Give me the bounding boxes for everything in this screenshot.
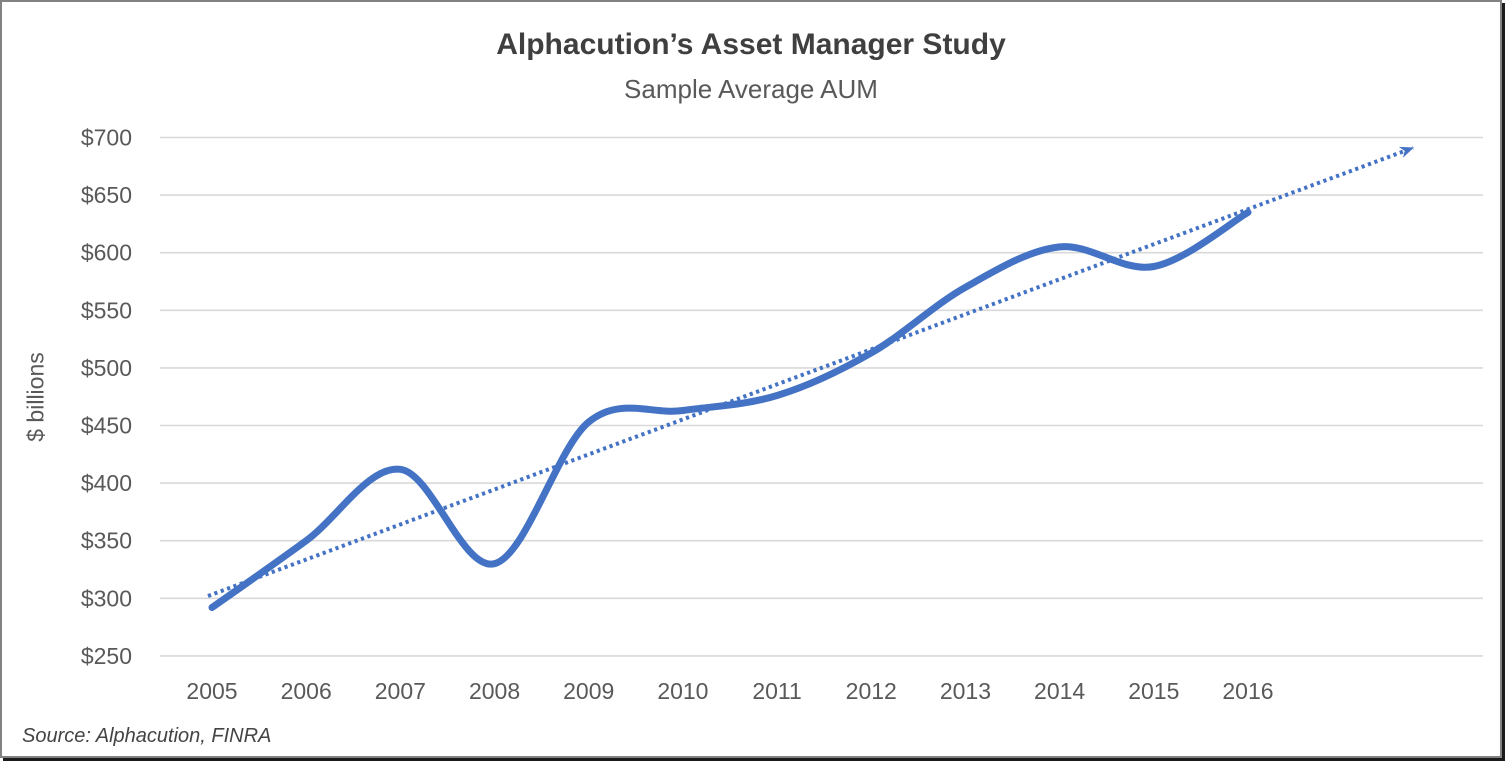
trendline-dotted: [207, 145, 1415, 598]
x-tick-label: 2012: [846, 678, 897, 704]
y-tick-label: $400: [81, 470, 132, 496]
y-tick-label: $350: [81, 528, 132, 554]
y-tick-label: $450: [81, 413, 132, 439]
y-tick-label: $250: [81, 643, 132, 669]
x-tick-label: 2006: [281, 678, 332, 704]
y-axis-title: $ billions: [22, 352, 49, 442]
x-tick-label: 2016: [1222, 678, 1273, 704]
chart-title: Alphacution’s Asset Manager Study: [496, 28, 1006, 61]
x-tick-label: 2005: [186, 678, 237, 704]
x-tick-label: 2010: [657, 678, 708, 704]
y-tick-label: $300: [81, 585, 132, 611]
x-tick-label: 2008: [469, 678, 520, 704]
aum-series-line: [208, 208, 1252, 611]
x-tick-label: 2009: [563, 678, 614, 704]
x-tick-label: 2015: [1128, 678, 1179, 704]
y-tick-label: $500: [81, 355, 132, 381]
y-tick-label: $700: [81, 125, 132, 151]
y-tick-label: $550: [81, 297, 132, 323]
chart-subtitle: Sample Average AUM: [624, 74, 878, 104]
y-tick-label: $600: [81, 240, 132, 266]
source-note: Source: Alphacution, FINRA: [22, 725, 272, 747]
y-tick-label: $650: [81, 182, 132, 208]
x-tick-label: 2011: [752, 678, 801, 704]
x-tick-label: 2014: [1034, 678, 1085, 704]
x-tick-label: 2013: [940, 678, 991, 704]
x-tick-label: 2007: [375, 678, 426, 704]
